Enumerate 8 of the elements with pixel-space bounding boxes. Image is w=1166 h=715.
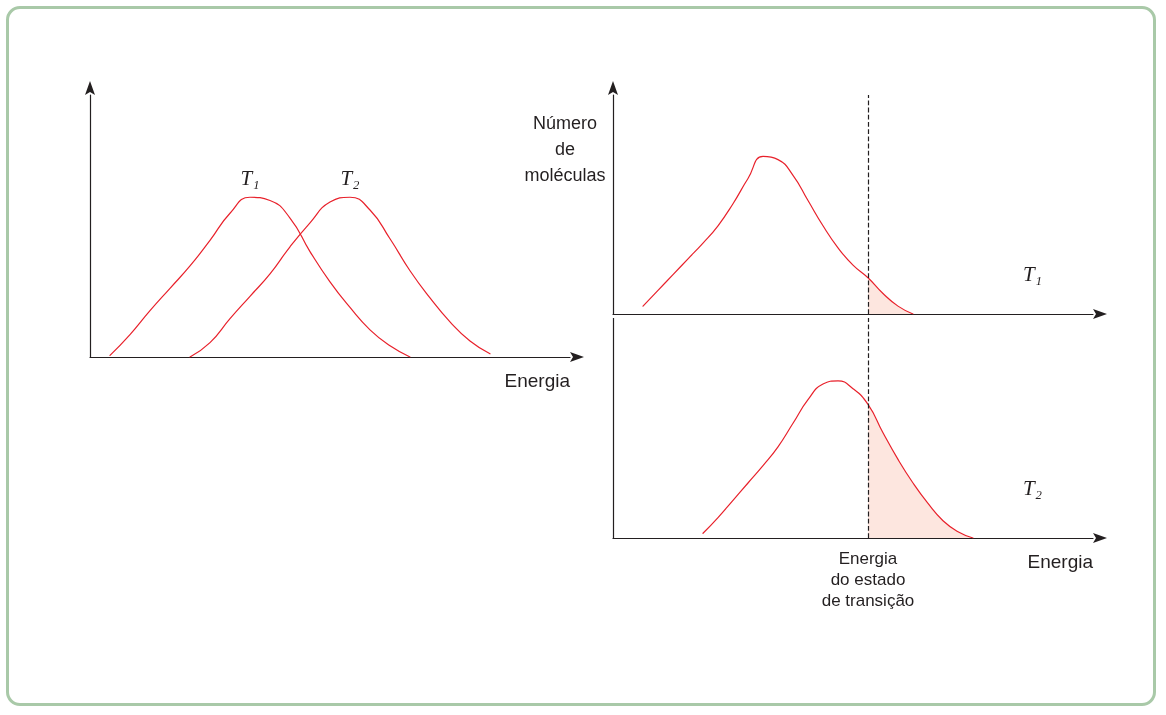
x-axis-title: Energia — [1027, 551, 1094, 572]
y-axis-title: Número de moléculas — [524, 113, 606, 185]
series-label: T₁ — [240, 165, 260, 190]
text: T₁ — [1023, 262, 1042, 286]
series-label: T₂ — [340, 165, 360, 190]
text: T₂ — [1023, 476, 1042, 500]
text: Energia do estado de transição — [821, 549, 915, 610]
x-axis-title: Energia — [504, 370, 571, 391]
